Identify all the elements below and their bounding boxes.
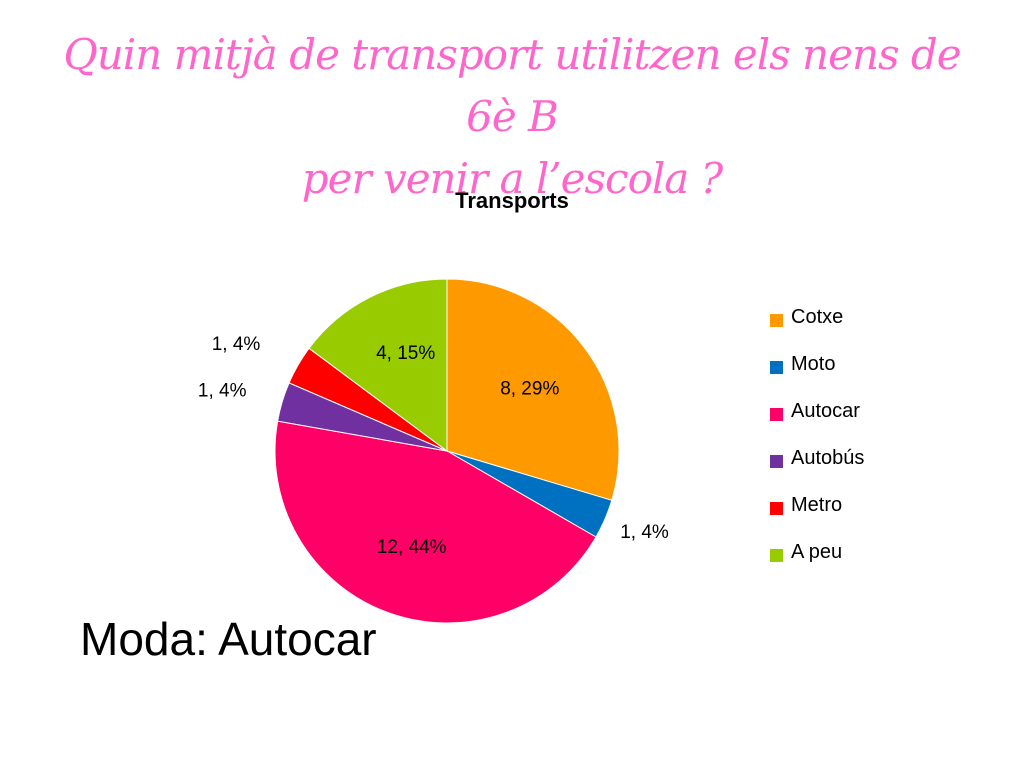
legend-label: Cotxe	[791, 306, 844, 328]
legend-label: Autocar	[791, 400, 860, 422]
moda-text: Moda: Autocar	[80, 613, 377, 665]
data-label-moto: 1, 4%	[620, 522, 669, 543]
chart-title: Transports	[455, 188, 569, 213]
slide-title-line-1: Quin mitjà de transport utilitzen els ne…	[63, 30, 961, 141]
legend-swatch	[770, 549, 783, 562]
legend-label: A peu	[791, 541, 843, 563]
data-label-metro: 1, 4%	[212, 334, 261, 355]
legend-item-metro: Metro	[770, 494, 864, 541]
legend-item-cotxe: Cotxe	[770, 306, 864, 353]
legend-item-a-peu: A peu	[770, 541, 864, 588]
legend-swatch	[770, 455, 783, 468]
pie-slice-autocar	[274, 420, 597, 624]
legend-label: Moto	[791, 353, 836, 375]
pie-slice-a-peu	[308, 278, 448, 452]
legend-item-autocar: Autocar	[770, 400, 864, 447]
legend-swatch	[770, 361, 783, 374]
chart-legend: Cotxe Moto Autocar Autobús Metro A peu	[770, 306, 864, 588]
legend-item-moto: Moto	[770, 353, 864, 400]
data-label-cotxe: 8, 29%	[500, 378, 559, 399]
slide-title-line-2: per venir a l’escola ?	[301, 154, 723, 203]
legend-label: Autobús	[791, 447, 865, 469]
legend-label: Metro	[791, 494, 843, 516]
data-label-autocar: 12, 44%	[377, 537, 447, 558]
data-label-autobús: 1, 4%	[198, 381, 247, 402]
legend-item-autobús: Autobús	[770, 447, 864, 494]
legend-swatch	[770, 314, 783, 327]
data-label-a-peu: 4, 15%	[376, 343, 435, 364]
slide-title: Quin mitjà de transport utilitzen els ne…	[40, 24, 984, 210]
legend-swatch	[770, 502, 783, 515]
pie-slice-cotxe	[446, 278, 620, 501]
legend-swatch	[770, 408, 783, 421]
